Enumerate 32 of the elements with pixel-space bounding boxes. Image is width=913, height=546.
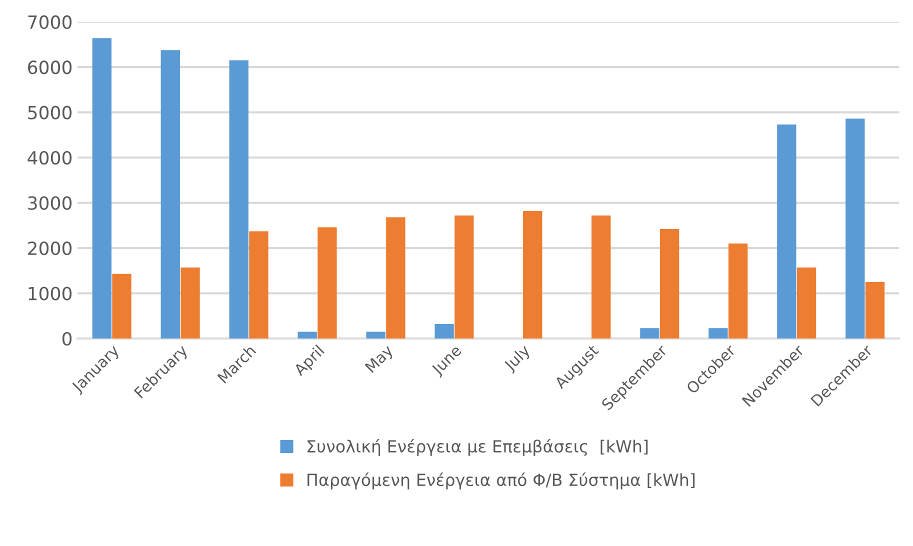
bar [454, 215, 474, 339]
bar [660, 229, 680, 339]
legend-label: Συνολική Ενέργεια με Επεμβάσεις [kWh] [308, 439, 648, 456]
bar [386, 217, 406, 339]
bar [777, 124, 796, 339]
bar [434, 324, 454, 339]
bar [180, 267, 200, 339]
bar [796, 267, 816, 339]
bar [92, 38, 112, 339]
y-tick-label: 3000 [28, 196, 72, 210]
bar [318, 227, 337, 339]
bar [366, 332, 386, 339]
bar [249, 231, 268, 339]
bar [229, 60, 248, 339]
bar [298, 332, 317, 339]
y-tick-label: 0 [62, 332, 72, 346]
bar [523, 210, 542, 339]
bar [708, 328, 728, 339]
bar [160, 50, 180, 339]
bar [865, 282, 885, 339]
y-tick-label: 4000 [28, 151, 72, 165]
y-tick-label: 5000 [28, 106, 72, 120]
legend-label: Παραγόμενη Ενέργεια από Φ/Β Σύστημα [kWh] [308, 472, 695, 490]
bar [640, 328, 660, 339]
bar [112, 274, 132, 339]
bar [728, 244, 748, 339]
y-tick-label: 2000 [28, 242, 72, 256]
y-tick-label: 6000 [28, 60, 72, 74]
bar [846, 118, 865, 339]
bar [592, 215, 611, 339]
y-tick-label: 7000 [28, 15, 72, 29]
y-tick-label: 1000 [28, 286, 72, 300]
